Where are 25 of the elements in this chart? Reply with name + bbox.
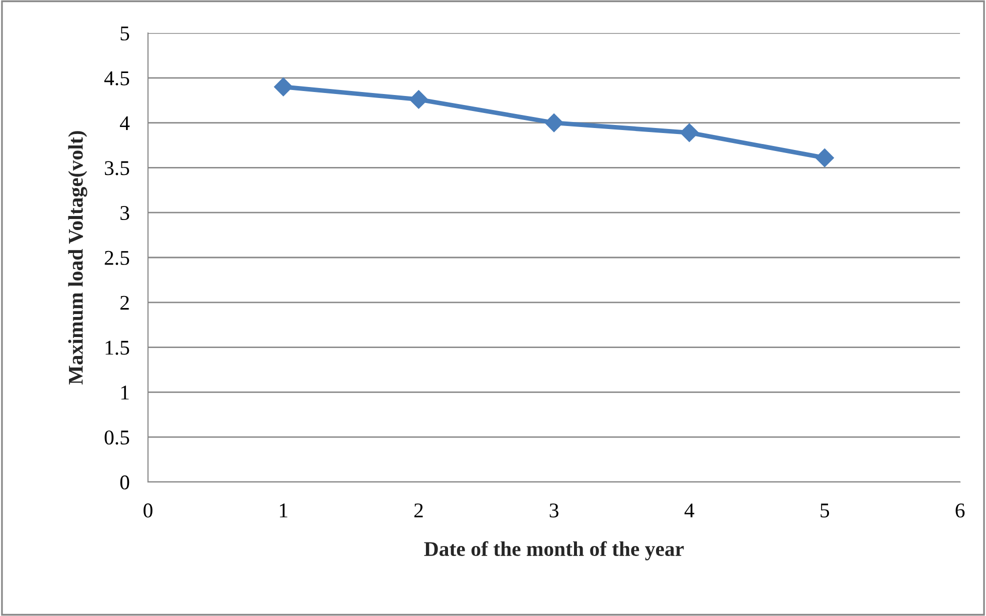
y-tick-label: 3.5: [104, 161, 130, 176]
x-tick-label: 4: [684, 504, 694, 518]
y-tick-label: 1: [121, 386, 129, 400]
y-tick-label: 2.5: [104, 250, 130, 266]
y-tick-label: 3: [120, 206, 130, 220]
x-tick-label: 3: [550, 503, 558, 518]
y-tick-label: 4: [120, 116, 130, 130]
y-tick-label: 0.5: [104, 430, 130, 445]
y-tick-label: 2: [120, 296, 129, 310]
point: [815, 148, 834, 168]
x-tick-label: 1: [280, 504, 288, 518]
point: [274, 78, 293, 96]
x-tick-label: 2: [414, 503, 423, 518]
x-tick-label: 5: [820, 504, 830, 518]
y-tick-label: 1.5: [106, 340, 130, 355]
point: [680, 123, 699, 142]
point: [544, 113, 564, 132]
y-tick-label: 5: [120, 26, 130, 40]
y-axis-title: Maximum load Voltage(volt): [68, 131, 88, 384]
point: [409, 90, 428, 109]
y-tick-label: 4.5: [104, 71, 130, 86]
y-tick-label: 0: [120, 475, 130, 490]
x-tick-label: 0: [144, 503, 152, 518]
x-tick-label: 6: [956, 503, 965, 518]
x-axis-title: Date of the month of the year: [424, 541, 684, 560]
